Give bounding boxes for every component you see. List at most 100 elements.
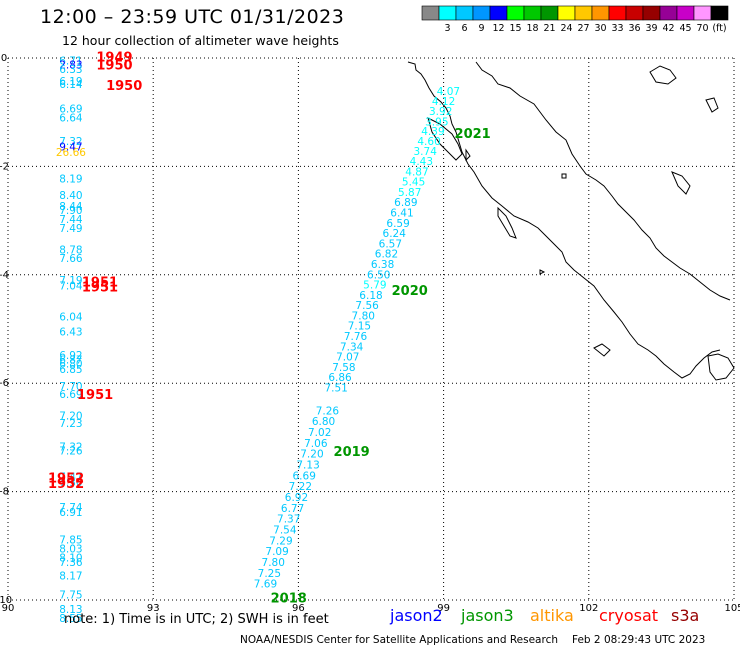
swh-value-diagonal-track: 6.86 bbox=[328, 372, 352, 384]
swh-value-west-track: 6.69 bbox=[59, 103, 82, 115]
swh-value-west-track: 7.32 bbox=[59, 136, 82, 148]
swh-value-diagonal-track: 7.76 bbox=[344, 331, 368, 343]
swh-value-diagonal-track: 4.07 bbox=[437, 86, 460, 98]
swh-value-diagonal-track: 4.43 bbox=[410, 156, 433, 168]
swh-value-diagonal-track: 5.45 bbox=[402, 177, 425, 189]
swh-value-west-track: 6.33 bbox=[59, 64, 82, 76]
legend-swatch bbox=[506, 5, 525, 21]
coastline-island-a bbox=[649, 65, 677, 85]
swh-value-diagonal-track: 4.87 bbox=[405, 166, 428, 178]
swh-value-diagonal-track: 7.69 bbox=[254, 579, 277, 591]
coastline-island-e bbox=[705, 97, 719, 113]
swh-value-west-track: 9.47 bbox=[59, 141, 82, 153]
pass-number-label: 1952 bbox=[48, 472, 84, 487]
lon-tick-label: 96 bbox=[292, 603, 305, 614]
lat-tick-label: -10 bbox=[0, 595, 12, 606]
swh-value-diagonal-track: 3.74 bbox=[414, 146, 438, 158]
swh-value-diagonal-track: 6.41 bbox=[390, 207, 413, 219]
swh-value-diagonal-track: 6.80 bbox=[312, 416, 335, 428]
coastline-nias bbox=[497, 206, 517, 239]
legend-swatch bbox=[710, 5, 729, 21]
swh-value-west-track: 7.04 bbox=[59, 281, 83, 293]
swh-value-west-track: 8.40 bbox=[59, 190, 82, 202]
swh-value-diagonal-track: 7.26 bbox=[316, 405, 340, 417]
lon-tick-label: 99 bbox=[437, 603, 450, 614]
coastline-simeulue bbox=[427, 117, 463, 161]
swh-value-west-track: 7.20 bbox=[59, 411, 82, 423]
swh-value-diagonal-track: 7.29 bbox=[269, 535, 292, 547]
satellite-name-cryosat: cryosat bbox=[599, 606, 659, 625]
swh-value-west-track: 7.30 bbox=[59, 477, 82, 489]
swh-value-west-track: 7.49 bbox=[59, 223, 82, 235]
units-note: note: 1) Time is in UTC; 2) SWH is in fe… bbox=[64, 612, 329, 627]
swh-value-diagonal-track: 5.79 bbox=[363, 280, 386, 292]
legend-tick-label: 42 bbox=[662, 23, 674, 34]
map-subtitle: 12 hour collection of altimeter wave hei… bbox=[62, 33, 339, 48]
swh-value-west-track: 7.44 bbox=[59, 214, 83, 226]
swh-value-west-track: 6.92 bbox=[59, 350, 82, 362]
coastline-island-h bbox=[539, 269, 546, 275]
legend-tick-label: 15 bbox=[509, 23, 521, 34]
satellite-name-jason3: jason3 bbox=[461, 606, 514, 625]
legend-tick-label: 39 bbox=[645, 23, 657, 34]
lat-tick-label: -8 bbox=[0, 487, 9, 498]
swh-value-diagonal-track: 4.39 bbox=[421, 126, 444, 138]
lat-tick-label: -2 bbox=[0, 161, 9, 172]
swh-value-diagonal-track: 7.07 bbox=[336, 352, 359, 364]
pass-number-label: 2020 bbox=[392, 284, 428, 299]
legend-tick-label: 9 bbox=[478, 23, 484, 34]
pass-number-label: 2021 bbox=[455, 127, 491, 142]
swh-value-west-track: 6.87 bbox=[59, 354, 82, 366]
lat-tick-label: -6 bbox=[0, 378, 9, 389]
generated-timestamp: Feb 2 08:29:43 UTC 2023 bbox=[572, 634, 706, 646]
swh-value-west-track: 6.43 bbox=[59, 327, 82, 339]
swh-value-west-track: 6.91 bbox=[59, 507, 82, 519]
coastline-sumatra bbox=[407, 61, 721, 379]
swh-value-diagonal-track: 7.51 bbox=[324, 383, 347, 395]
swh-value-diagonal-track: 6.24 bbox=[383, 228, 407, 240]
legend-swatch bbox=[472, 5, 491, 21]
legend-swatch bbox=[591, 5, 610, 21]
swh-value-diagonal-track: 7.20 bbox=[300, 449, 323, 461]
lon-tick-label: 90 bbox=[2, 603, 15, 614]
credit-text: NOAA/NESDIS Center for Satellite Applica… bbox=[240, 634, 558, 646]
swh-value-west-track: 8.13 bbox=[59, 604, 82, 616]
coastline bbox=[407, 61, 735, 381]
swh-value-west-track: 7.47 bbox=[59, 471, 82, 483]
swh-value-west-track: 2.83 bbox=[59, 60, 82, 72]
legend-swatch bbox=[676, 5, 695, 21]
legend-swatch bbox=[489, 5, 508, 21]
swh-value-west-track: 8.03 bbox=[59, 544, 82, 556]
wave-height-tracks: 6.712.836.336.196.146.696.647.329.4726.6… bbox=[48, 50, 491, 625]
pass-number-label: 1951 bbox=[77, 388, 113, 403]
swh-value-west-track: 6.19 bbox=[59, 76, 82, 88]
legend-swatch bbox=[421, 5, 440, 21]
legend-tick-label: 18 bbox=[526, 23, 538, 34]
swh-value-west-track: 7.26 bbox=[59, 445, 83, 457]
lon-tick-label: 102 bbox=[579, 603, 598, 614]
swh-value-diagonal-track: 7.02 bbox=[308, 427, 331, 439]
lon-tick-label: 105 bbox=[724, 603, 740, 614]
swh-value-west-track: 6.04 bbox=[59, 312, 83, 324]
legend-tick-label: 6 bbox=[461, 23, 467, 34]
pass-number-label: 1950 bbox=[106, 79, 142, 94]
map-title: 12:00 – 23:59 UTC 01/31/2023 bbox=[40, 6, 345, 28]
legend-swatch bbox=[523, 5, 542, 21]
swh-value-diagonal-track: 7.34 bbox=[340, 341, 364, 353]
legend-tick-label: 21 bbox=[543, 23, 555, 34]
lat-tick-label: 0 bbox=[1, 53, 7, 64]
swh-value-diagonal-track: 4.60 bbox=[417, 136, 440, 148]
swh-value-west-track: 6.85 bbox=[59, 364, 82, 376]
swh-value-diagonal-track: 7.06 bbox=[304, 438, 328, 450]
legend-tick-label: 3 bbox=[444, 23, 450, 34]
swh-value-diagonal-track: 6.38 bbox=[371, 259, 394, 271]
satellite-name-altika: altika bbox=[530, 606, 574, 625]
swh-value-diagonal-track: 3.95 bbox=[425, 116, 448, 128]
color-legend: 3 6 9 12 15 18 21 24 27 30 33 36 39 42 45 70 (ft) bbox=[421, 5, 729, 34]
coastline-island-c bbox=[593, 343, 611, 357]
swh-value-west-track: 7.36 bbox=[59, 557, 83, 569]
swh-value-west-track: 7.90 bbox=[59, 205, 82, 217]
swh-value-west-track: 6.14 bbox=[59, 79, 83, 91]
swh-value-diagonal-track: 7.22 bbox=[289, 481, 312, 493]
pass-number-label: 1952 bbox=[48, 477, 84, 492]
